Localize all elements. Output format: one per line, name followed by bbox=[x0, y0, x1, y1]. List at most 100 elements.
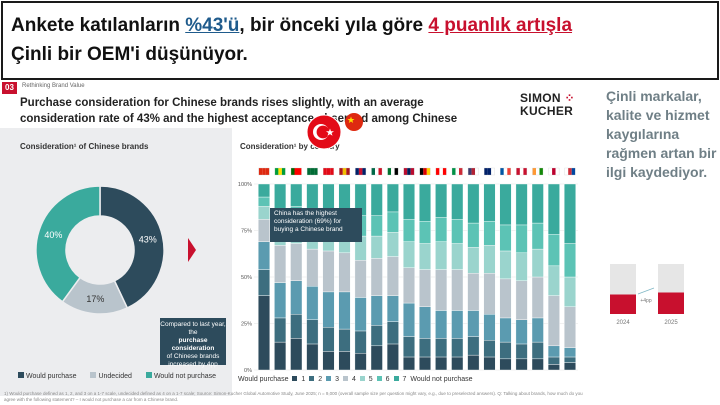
bar-segment bbox=[435, 269, 448, 311]
flag-stripe bbox=[281, 168, 286, 175]
bar-segment bbox=[451, 338, 464, 358]
headline-prefix: Ankete katılanların bbox=[11, 15, 186, 36]
flag-stripe bbox=[391, 168, 395, 175]
bar-segment bbox=[451, 243, 464, 270]
headline-box: Ankete katılanların %43'ü, bir önceki yı… bbox=[1, 1, 719, 80]
flag-icon bbox=[323, 167, 334, 176]
flag-icon bbox=[548, 167, 560, 176]
mini-comparison-chart: 2024 2025 +4pp bbox=[610, 264, 684, 326]
bar-segment bbox=[467, 354, 480, 371]
flag-icon bbox=[451, 167, 463, 176]
bar-segment bbox=[435, 183, 448, 218]
bar-segment bbox=[483, 313, 496, 341]
bar-segment bbox=[435, 356, 448, 371]
flag-stripe bbox=[355, 168, 359, 175]
bar-segment bbox=[531, 317, 544, 343]
bar-segment bbox=[419, 306, 432, 339]
simon-kucher-logo: SIMON ⁘ KUCHER bbox=[520, 92, 592, 118]
bar-segment bbox=[531, 183, 544, 224]
bar-segment bbox=[451, 269, 464, 311]
flag-stripe bbox=[342, 168, 347, 175]
stacked-bar-chart: 0%25%50%75%100%ChinaBrazilPortugalSaudi … bbox=[238, 167, 578, 374]
bar-segment bbox=[370, 215, 383, 237]
flag-icon bbox=[419, 167, 431, 176]
flag-stripe bbox=[471, 168, 476, 175]
flag-stripe bbox=[310, 168, 315, 175]
flag-stripe bbox=[532, 168, 536, 175]
bar-segment bbox=[338, 291, 351, 330]
bar-legend-label-1: 2 bbox=[316, 376, 323, 383]
bar-segment bbox=[483, 340, 496, 358]
mini-arrow-icon bbox=[637, 287, 655, 295]
bar-segment bbox=[370, 258, 383, 296]
flag-stripe bbox=[410, 168, 415, 175]
bar-segment bbox=[419, 220, 432, 244]
bar-segment bbox=[531, 222, 544, 250]
bar-segment bbox=[435, 338, 448, 358]
bar-segment bbox=[515, 252, 528, 281]
bar-segment bbox=[258, 206, 270, 220]
flag-stripe bbox=[407, 168, 411, 175]
bar-legend-label-5: 6 bbox=[383, 376, 390, 383]
bar-segment bbox=[564, 306, 576, 348]
flag-stripe bbox=[475, 168, 479, 175]
logo-dots-icon: ⁘ bbox=[564, 91, 575, 105]
bar-segment bbox=[564, 276, 576, 307]
headline-line-2: Çinli bir OEM'i düşünüyor. bbox=[11, 44, 248, 65]
flag-stripe bbox=[307, 168, 311, 175]
flag-icon bbox=[339, 167, 350, 176]
bar-segment bbox=[467, 222, 480, 248]
bar-legend-label-0: 1 bbox=[299, 376, 306, 383]
bar-segment bbox=[499, 183, 512, 226]
bar-segment bbox=[258, 183, 270, 198]
bar-legend-swatch-1 bbox=[309, 376, 315, 381]
bar-segment bbox=[499, 317, 512, 343]
bar-segment bbox=[274, 282, 287, 319]
flag-icon bbox=[258, 167, 270, 176]
bar-legend-tail: Would not purchase bbox=[410, 376, 473, 383]
bar-segment bbox=[483, 245, 496, 274]
bar-segment bbox=[338, 252, 351, 293]
logo-line-2: KUCHER bbox=[520, 104, 574, 118]
donut-slice-2 bbox=[35, 185, 101, 303]
flag-stripe bbox=[262, 168, 266, 175]
bar-segment bbox=[467, 273, 480, 311]
bar-segment bbox=[451, 183, 464, 220]
bar-segment bbox=[258, 241, 270, 270]
flag-stripe bbox=[452, 168, 456, 175]
china-flag-icon bbox=[345, 113, 363, 131]
bar-legend-lead: Would purchase bbox=[238, 376, 289, 383]
y-tick-label: 25% bbox=[241, 322, 252, 328]
flag-icon bbox=[484, 167, 495, 176]
flag-stripe bbox=[394, 168, 399, 175]
bar-segment bbox=[322, 351, 335, 371]
bar-segment bbox=[531, 358, 544, 371]
bar-segment bbox=[290, 280, 303, 315]
bar-segment bbox=[290, 338, 303, 371]
flag-icon bbox=[355, 167, 367, 176]
flag-icon bbox=[306, 167, 318, 176]
bar-segment bbox=[322, 183, 335, 211]
bar-segment bbox=[515, 358, 528, 371]
y-tick-label: 50% bbox=[241, 275, 252, 281]
bar-segment bbox=[402, 356, 415, 371]
y-tick-label: 100% bbox=[238, 182, 252, 188]
bar-segment bbox=[402, 267, 415, 304]
donut-legend-label-2: Would not purchase bbox=[153, 373, 217, 380]
mini-bar-segment bbox=[610, 264, 636, 295]
donut-legend-item-0: Would purchase bbox=[18, 372, 76, 380]
flag-stripe bbox=[423, 168, 427, 175]
bar-segment bbox=[515, 319, 528, 345]
bar-segment bbox=[386, 295, 399, 322]
flag-stripe bbox=[539, 168, 543, 175]
y-tick-label: 0% bbox=[244, 368, 252, 374]
bar-segment bbox=[483, 356, 496, 371]
donut-slice-0 bbox=[99, 185, 165, 309]
bar-segment bbox=[402, 219, 415, 242]
bar-segment bbox=[419, 338, 432, 358]
bar-segment bbox=[451, 219, 464, 244]
bar-segment bbox=[402, 183, 415, 220]
bar-segment bbox=[531, 341, 544, 360]
bar-segment bbox=[386, 256, 399, 296]
bar-segment bbox=[564, 183, 576, 244]
